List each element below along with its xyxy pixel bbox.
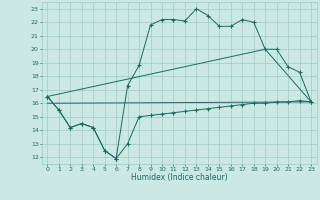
X-axis label: Humidex (Indice chaleur): Humidex (Indice chaleur) [131, 173, 228, 182]
